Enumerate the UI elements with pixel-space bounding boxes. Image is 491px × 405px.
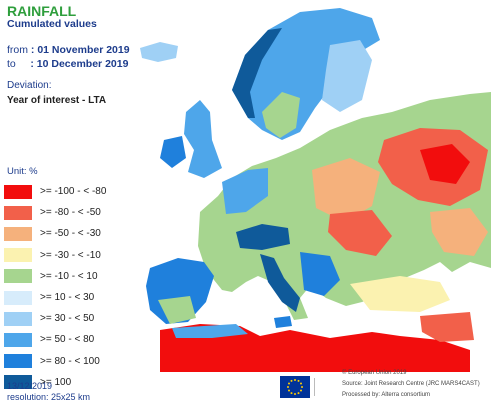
map-title: RAINFALL <box>7 3 77 19</box>
legend-item: >= 50 - < 80 <box>4 329 106 350</box>
period-from-label: from <box>7 44 28 56</box>
legend-swatch <box>4 205 32 220</box>
legend-label: >= -100 - < -80 <box>40 186 107 198</box>
period-to-date: : 10 December 2019 <box>30 58 129 70</box>
legend-swatch <box>4 332 32 347</box>
legend-label: >= -30 - < -10 <box>40 249 101 261</box>
resolution: resolution: 25x25 km <box>7 392 91 402</box>
legend-label: >= 80 - < 100 <box>40 355 100 367</box>
rainfall-zone-caspian <box>430 208 488 256</box>
legend-label: >= 30 - < 50 <box>40 313 95 325</box>
legend-swatch <box>4 375 32 390</box>
deviation-value: Year of interest - LTA <box>7 95 107 106</box>
legend-swatch <box>4 311 32 326</box>
legend-item: >= -50 - < -30 <box>4 223 106 244</box>
logo-divider <box>314 378 333 396</box>
period-from: from : 01 November 2019 <box>7 44 130 56</box>
landmass-ireland <box>160 136 186 168</box>
landmass-sicily <box>274 316 292 328</box>
legend-swatch <box>4 269 32 284</box>
legend: >= -100 - < -80 >= -80 - < -50 >= -50 - … <box>4 181 106 393</box>
issue-date: 13/12/2019 <box>7 381 53 391</box>
period-from-date: : 01 November 2019 <box>30 44 130 56</box>
legend-item: >= 80 - < 100 <box>4 351 106 372</box>
period-to-label: to <box>7 58 16 70</box>
landmass-finland <box>322 40 372 112</box>
landmass-scandinavia-south <box>262 92 300 138</box>
legend-label: >= 50 - < 80 <box>40 334 95 346</box>
credit-copyright: © European Union 2019 <box>342 370 407 376</box>
legend-label: >= 10 - < 30 <box>40 292 95 304</box>
credit-processed-by: Processed by: Alterra consortium <box>342 392 431 398</box>
period-to: to : 10 December 2019 <box>7 58 128 70</box>
rainfall-zone-balkans <box>300 252 340 296</box>
legend-swatch <box>4 290 32 305</box>
legend-item: >= 10 - < 30 <box>4 287 106 308</box>
legend-swatch <box>4 354 32 369</box>
landmass-iceland <box>140 42 178 62</box>
legend-label: >= 100 <box>40 376 72 388</box>
legend-item: >= -80 - < -50 <box>4 202 106 223</box>
legend-label: >= -50 - < -30 <box>40 228 101 240</box>
map-subtitle: Cumulated values <box>7 18 97 30</box>
legend-item: >= 30 - < 50 <box>4 308 106 329</box>
legend-label: >= -10 - < 10 <box>40 270 98 282</box>
rainfall-zone-alps <box>236 224 290 250</box>
rainfall-zone-middle-east <box>420 312 474 342</box>
legend-unit: Unit: % <box>7 166 38 177</box>
landmass-scandinavia-west-coast <box>232 28 282 118</box>
legend-item: >= -30 - < -10 <box>4 245 106 266</box>
credit-source: Source: Joint Research Centre (JRC MARS4… <box>342 381 480 387</box>
rainfall-zone-iberia-south <box>158 296 196 324</box>
rainfall-zone-volga-deficit <box>420 144 470 184</box>
landmass-italy <box>260 254 300 312</box>
legend-swatch <box>4 226 32 241</box>
rainfall-zone-eastern-europe <box>312 158 380 222</box>
legend-item: >= -10 - < 10 <box>4 266 106 287</box>
legend-swatch <box>4 248 32 263</box>
deviation-label: Deviation: <box>7 80 52 91</box>
legend-item: >= -100 - < -80 <box>4 181 106 202</box>
legend-item: >= 100 <box>4 372 106 393</box>
landmass-great-britain <box>184 100 222 178</box>
eu-stars-icon <box>287 379 303 395</box>
rainfall-zone-turkey <box>350 276 450 312</box>
eu-flag-logo <box>280 376 310 398</box>
legend-swatch <box>4 184 32 199</box>
rainfall-zone-maghreb-coast <box>172 324 248 338</box>
landmass-north-africa <box>160 324 470 372</box>
rainfall-zone-ukraine <box>328 210 392 256</box>
rainfall-zone-north-sea-coast <box>222 168 268 214</box>
legend-label: >= -80 - < -50 <box>40 207 101 219</box>
